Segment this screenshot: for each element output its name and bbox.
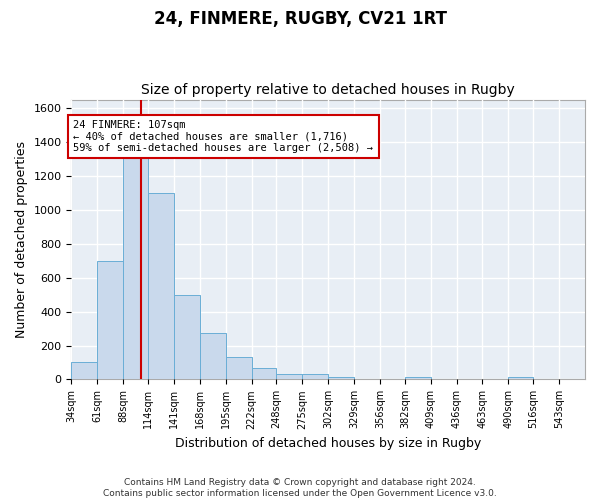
Bar	[123, 154, 148, 380]
Bar	[71, 362, 97, 380]
Bar	[200, 333, 226, 380]
Bar	[226, 356, 251, 380]
Bar	[328, 377, 354, 380]
Y-axis label: Number of detached properties: Number of detached properties	[15, 141, 28, 338]
Bar	[508, 377, 533, 380]
Bar	[148, 193, 174, 380]
Text: Contains HM Land Registry data © Crown copyright and database right 2024.
Contai: Contains HM Land Registry data © Crown c…	[103, 478, 497, 498]
Text: 24, FINMERE, RUGBY, CV21 1RT: 24, FINMERE, RUGBY, CV21 1RT	[154, 10, 446, 28]
Bar	[405, 377, 431, 380]
Text: 24 FINMERE: 107sqm
← 40% of detached houses are smaller (1,716)
59% of semi-deta: 24 FINMERE: 107sqm ← 40% of detached hou…	[73, 120, 373, 153]
Bar	[174, 294, 200, 380]
Bar	[251, 368, 277, 380]
X-axis label: Distribution of detached houses by size in Rugby: Distribution of detached houses by size …	[175, 437, 481, 450]
Title: Size of property relative to detached houses in Rugby: Size of property relative to detached ho…	[142, 83, 515, 97]
Bar	[97, 260, 123, 380]
Bar	[302, 374, 328, 380]
Bar	[277, 374, 302, 380]
